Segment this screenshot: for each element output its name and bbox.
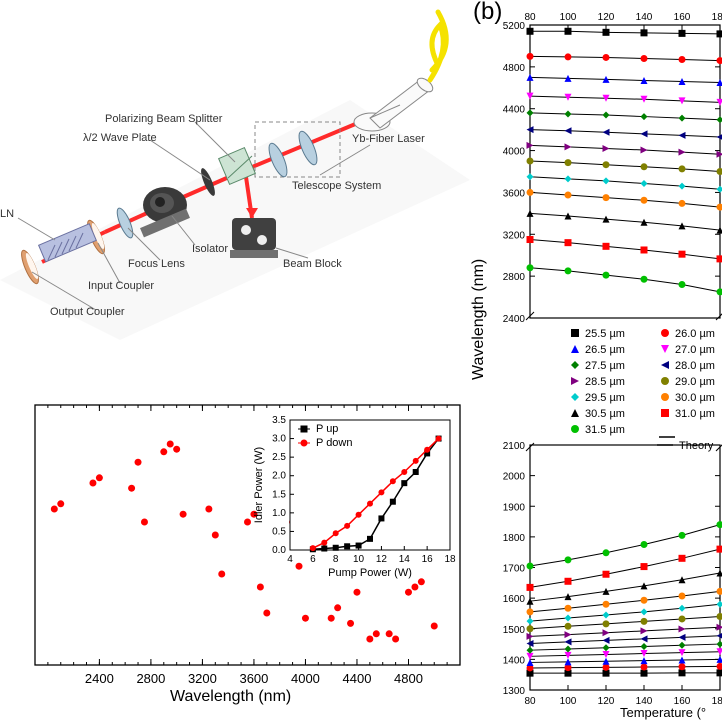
svg-text:2.5: 2.5 bbox=[272, 452, 286, 463]
isolator-label: Isolator bbox=[192, 243, 228, 255]
svg-text:31.0 µm: 31.0 µm bbox=[675, 408, 715, 420]
svg-text:1800: 1800 bbox=[503, 533, 526, 544]
svg-text:2400: 2400 bbox=[503, 314, 526, 325]
schematic-svg bbox=[0, 0, 470, 340]
svg-text:4800: 4800 bbox=[394, 671, 423, 686]
svg-text:120: 120 bbox=[598, 696, 615, 707]
svg-text:1900: 1900 bbox=[503, 502, 526, 513]
svg-text:4000: 4000 bbox=[291, 671, 320, 686]
svg-text:2000: 2000 bbox=[503, 472, 526, 483]
svg-text:3200: 3200 bbox=[188, 671, 217, 686]
svg-text:3200: 3200 bbox=[503, 230, 526, 241]
svg-text:4000: 4000 bbox=[503, 147, 526, 158]
svg-text:4400: 4400 bbox=[503, 105, 526, 116]
svg-text:0.5: 0.5 bbox=[272, 526, 286, 537]
svg-text:8: 8 bbox=[333, 554, 339, 565]
svg-text:2100: 2100 bbox=[503, 441, 526, 452]
svg-text:18: 18 bbox=[444, 554, 456, 565]
svg-text:80: 80 bbox=[524, 12, 536, 23]
pbs-label: Polarizing Beam Splitter bbox=[105, 113, 222, 125]
svg-text:29.0 µm: 29.0 µm bbox=[675, 376, 715, 388]
yb-fiber-laser-icon bbox=[354, 12, 446, 131]
scatter-svg: 2400 2800 3200 3600 4000 4400 4800 4 6 8 10 12 14 16 1… bbox=[0, 395, 470, 715]
input-coupler-label: Input Coupler bbox=[88, 280, 154, 292]
svg-text:4: 4 bbox=[287, 554, 293, 565]
schematic-panel: Polarizing Beam Splitter λ/2 Wave Plate … bbox=[0, 0, 470, 340]
telescope-label: Telescope System bbox=[292, 180, 381, 192]
svg-text:1500: 1500 bbox=[503, 625, 526, 636]
svg-text:160: 160 bbox=[674, 12, 691, 23]
svg-text:140: 140 bbox=[636, 12, 653, 23]
tuning-svg: 8080100100120120140140160160180180240028… bbox=[480, 0, 722, 722]
svg-text:27.5 µm: 27.5 µm bbox=[585, 360, 625, 372]
svg-text:P down: P down bbox=[316, 437, 353, 449]
svg-text:1700: 1700 bbox=[503, 564, 526, 575]
svg-text:29.5 µm: 29.5 µm bbox=[585, 392, 625, 404]
beam-block-icon bbox=[230, 218, 278, 258]
svg-text:12: 12 bbox=[376, 554, 388, 565]
svg-text:5200: 5200 bbox=[503, 21, 526, 32]
ln-label: LN bbox=[0, 208, 14, 220]
block-label: Beam Block bbox=[283, 258, 342, 270]
svg-text:30.5 µm: 30.5 µm bbox=[585, 408, 625, 420]
svg-text:3600: 3600 bbox=[503, 188, 526, 199]
svg-text:14: 14 bbox=[399, 554, 411, 565]
tuning-panel: 8080100100120120140140160160180180240028… bbox=[480, 0, 722, 722]
tuning-xlabel: Temperature (° bbox=[620, 705, 706, 720]
focus-label: Focus Lens bbox=[128, 258, 185, 270]
yb-label: Yb-Fiber Laser bbox=[352, 133, 425, 145]
svg-text:1300: 1300 bbox=[503, 686, 526, 697]
svg-text:0.0: 0.0 bbox=[272, 545, 286, 556]
svg-text:120: 120 bbox=[598, 12, 615, 23]
svg-text:28.0 µm: 28.0 µm bbox=[675, 360, 715, 372]
svg-text:2400: 2400 bbox=[85, 671, 114, 686]
svg-text:1.5: 1.5 bbox=[272, 489, 286, 500]
svg-text:Pump Power (W): Pump Power (W) bbox=[328, 567, 412, 579]
svg-text:2800: 2800 bbox=[136, 671, 165, 686]
svg-text:26.0 µm: 26.0 µm bbox=[675, 328, 715, 340]
svg-text:2.0: 2.0 bbox=[272, 471, 286, 482]
svg-text:28.5 µm: 28.5 µm bbox=[585, 376, 625, 388]
svg-text:3600: 3600 bbox=[239, 671, 268, 686]
svg-text:Idler Power (W): Idler Power (W) bbox=[253, 447, 265, 523]
svg-text:P up: P up bbox=[316, 423, 338, 435]
svg-text:26.5 µm: 26.5 µm bbox=[585, 344, 625, 356]
svg-text:27.0 µm: 27.0 µm bbox=[675, 344, 715, 356]
output-coupler-label: Output Coupler bbox=[50, 306, 125, 318]
svg-text:2800: 2800 bbox=[503, 272, 526, 283]
svg-text:100: 100 bbox=[560, 12, 577, 23]
svg-text:30.0 µm: 30.0 µm bbox=[675, 392, 715, 404]
hwp-label: λ/2 Wave Plate bbox=[83, 132, 157, 144]
svg-text:4800: 4800 bbox=[503, 63, 526, 74]
svg-text:80: 80 bbox=[524, 696, 536, 707]
svg-text:10: 10 bbox=[353, 554, 365, 565]
svg-text:4400: 4400 bbox=[343, 671, 372, 686]
svg-text:3.0: 3.0 bbox=[272, 434, 286, 445]
tuning-ylabel: Wavelength (nm) bbox=[470, 259, 488, 380]
svg-text:16: 16 bbox=[422, 554, 434, 565]
svg-text:31.5 µm: 31.5 µm bbox=[585, 424, 625, 436]
scatter-xlabel: Wavelength (nm) bbox=[170, 688, 291, 706]
svg-text:25.5 µm: 25.5 µm bbox=[585, 328, 625, 340]
svg-text:180: 180 bbox=[712, 12, 722, 23]
scatter-panel: 2400 2800 3200 3600 4000 4400 4800 4 6 8 10 12 14 16 1… bbox=[0, 395, 470, 715]
svg-text:1.0: 1.0 bbox=[272, 508, 286, 519]
svg-text:3.5: 3.5 bbox=[272, 415, 286, 426]
svg-text:Theory: Theory bbox=[679, 440, 714, 452]
svg-text:6: 6 bbox=[310, 554, 316, 565]
svg-text:180: 180 bbox=[712, 696, 722, 707]
svg-text:100: 100 bbox=[560, 696, 577, 707]
svg-text:1400: 1400 bbox=[503, 655, 526, 666]
svg-text:1600: 1600 bbox=[503, 594, 526, 605]
